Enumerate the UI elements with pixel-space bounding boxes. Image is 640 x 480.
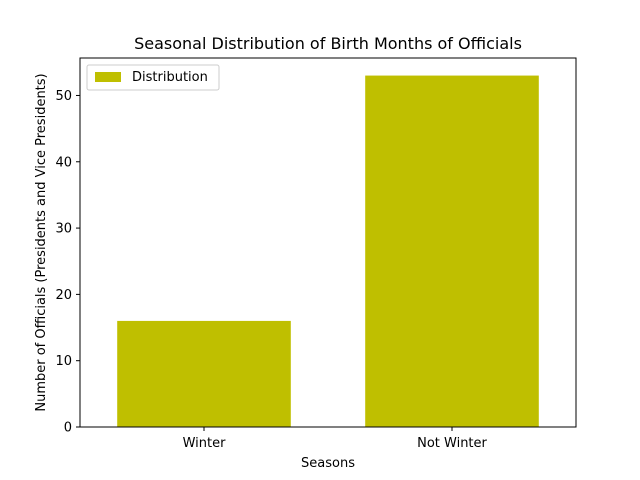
x-tick-label-1: Not Winter [417,436,487,451]
x-axis: Winter Not Winter [183,427,488,451]
y-tick-label-3: 30 [55,222,72,237]
y-tick-label-5: 50 [55,89,72,104]
bar-winter [117,320,291,427]
plot-frame [79,57,577,428]
y-axis-label: Number of Officials (Presidents and Vice… [34,73,49,411]
y-axis: 0 10 20 30 40 50 [55,89,80,436]
bar-not-winter [365,75,539,427]
legend-label-distribution: Distribution [132,70,208,85]
y-tick-label-1: 10 [55,354,72,369]
x-axis-label: Seasons [301,456,355,471]
y-tick-label-4: 40 [55,155,72,170]
y-tick-label-0: 0 [64,421,72,436]
x-tick-label-0: Winter [183,436,227,451]
chart-title: Seasonal Distribution of Birth Months of… [134,34,522,53]
bars-group [117,75,539,427]
y-tick-label-2: 20 [55,288,72,303]
legend: Distribution [86,64,220,91]
plot-area [79,57,577,428]
legend-swatch-distribution [95,72,121,82]
legend-box [86,64,220,91]
